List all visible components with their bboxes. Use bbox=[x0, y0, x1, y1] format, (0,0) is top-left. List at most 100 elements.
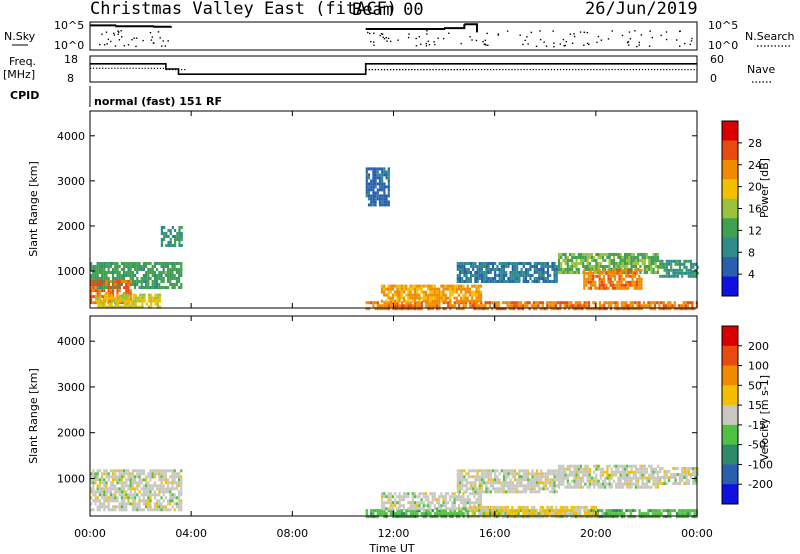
time-tick-label: 04:00 bbox=[175, 527, 207, 540]
velocity-cell bbox=[120, 505, 123, 509]
power-cell bbox=[138, 265, 141, 268]
velocity-cell bbox=[164, 469, 167, 473]
power-cell bbox=[125, 265, 128, 268]
velocity-cell bbox=[667, 515, 670, 519]
velocity-cell bbox=[564, 470, 567, 474]
velocity-cell bbox=[509, 484, 512, 488]
power-cell bbox=[553, 280, 556, 283]
power-cell bbox=[686, 304, 690, 308]
velocity-cell bbox=[594, 508, 597, 512]
power-cell bbox=[92, 289, 95, 293]
power-cell bbox=[107, 277, 110, 280]
velocity-cell bbox=[422, 512, 426, 516]
velocity-cell bbox=[107, 499, 110, 503]
power-cell bbox=[158, 296, 162, 300]
velocity-cell bbox=[599, 476, 602, 480]
power-cell bbox=[173, 286, 176, 289]
power-cell bbox=[134, 302, 137, 306]
velocity-cell bbox=[612, 512, 615, 516]
power-cell bbox=[670, 274, 673, 278]
power-cell bbox=[101, 305, 104, 309]
power-cell bbox=[614, 268, 617, 272]
velocity-cell bbox=[694, 473, 697, 476]
power-cell bbox=[570, 304, 573, 308]
power-cell bbox=[541, 307, 544, 311]
velocity-cell bbox=[548, 505, 551, 509]
nsearch-point bbox=[381, 33, 384, 35]
power-cell bbox=[560, 271, 563, 274]
power-cell bbox=[528, 307, 531, 311]
velocity-cell bbox=[667, 479, 671, 482]
velocity-cell bbox=[145, 499, 148, 503]
velocity-cell bbox=[651, 515, 654, 519]
power-cell bbox=[431, 287, 434, 291]
velocity-cell bbox=[156, 469, 159, 473]
power-cell bbox=[438, 290, 441, 294]
velocity-cell bbox=[444, 504, 447, 508]
velocity-cell bbox=[433, 492, 436, 496]
velocity-cell bbox=[562, 476, 565, 480]
nave-point bbox=[526, 69, 528, 71]
power-cell bbox=[633, 286, 636, 290]
velocity-cell bbox=[621, 482, 624, 486]
velocity-cell bbox=[472, 484, 475, 488]
power-cell bbox=[180, 283, 183, 286]
velocity-cell bbox=[509, 487, 512, 491]
power-cell bbox=[175, 277, 178, 280]
velocity-cell bbox=[608, 464, 611, 468]
power-cell bbox=[600, 277, 603, 281]
velocity-cell bbox=[663, 473, 666, 476]
power-cell bbox=[629, 280, 632, 284]
power-cell bbox=[438, 296, 441, 300]
velocity-cell bbox=[496, 469, 499, 473]
power-cell bbox=[394, 290, 397, 294]
velocity-cell bbox=[147, 490, 150, 494]
power-cell bbox=[178, 235, 181, 238]
power-cell bbox=[508, 301, 511, 305]
nsearch-point bbox=[135, 37, 138, 39]
power-cell bbox=[621, 265, 624, 268]
power-cell bbox=[153, 265, 156, 268]
power-cell bbox=[92, 286, 95, 290]
velocity-cell bbox=[626, 482, 629, 486]
time-xlabel: Time UT bbox=[368, 542, 414, 554]
power-cell bbox=[638, 301, 641, 305]
velocity-cell bbox=[537, 512, 540, 516]
power-cell bbox=[145, 265, 148, 268]
velocity-cell bbox=[147, 481, 150, 485]
power-cell bbox=[365, 307, 368, 311]
power-cell bbox=[112, 283, 115, 287]
nsearch-point bbox=[105, 31, 108, 33]
velocity-cell bbox=[487, 505, 490, 509]
power-cell bbox=[447, 301, 450, 305]
power-cell bbox=[564, 259, 567, 262]
power-cell bbox=[151, 274, 154, 277]
power-cell bbox=[606, 253, 609, 256]
velocity-colorbar-tick-label: 50 bbox=[748, 379, 762, 392]
velocity-cell bbox=[407, 501, 410, 505]
velocity-cell bbox=[634, 464, 638, 468]
velocity-cell bbox=[487, 469, 490, 473]
power-cell bbox=[553, 274, 556, 277]
velocity-cell bbox=[507, 481, 510, 485]
power-cell bbox=[581, 304, 584, 308]
power-cell bbox=[538, 274, 541, 277]
power-cell bbox=[429, 299, 432, 303]
power-cell bbox=[416, 284, 419, 288]
power-cell bbox=[127, 286, 130, 290]
power-cell bbox=[627, 283, 630, 287]
velocity-cell bbox=[114, 505, 117, 509]
velocity-cell bbox=[513, 484, 517, 488]
power-cell bbox=[660, 307, 663, 311]
power-cell bbox=[114, 296, 118, 300]
velocity-cell bbox=[98, 478, 101, 482]
velocity-cell bbox=[433, 498, 436, 502]
velocity-cell bbox=[478, 511, 481, 515]
power-cell bbox=[629, 301, 632, 305]
velocity-cell bbox=[505, 478, 508, 482]
power-cell bbox=[107, 271, 110, 274]
power-cell bbox=[571, 268, 574, 271]
velocity-cell bbox=[639, 485, 642, 489]
velocity-ylabel: Slant Range [km] bbox=[27, 368, 40, 464]
velocity-cell bbox=[533, 472, 536, 476]
